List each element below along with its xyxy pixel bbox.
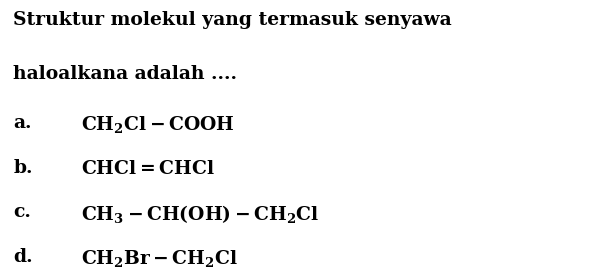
Text: $\mathbf{CHCl = CHCl}$: $\mathbf{CHCl = CHCl}$	[81, 159, 215, 178]
Text: $\mathbf{CH_2Cl - COOH}$: $\mathbf{CH_2Cl - COOH}$	[81, 114, 234, 135]
Text: $\mathbf{CH_3 - CH(OH) - CH_2Cl}$: $\mathbf{CH_3 - CH(OH) - CH_2Cl}$	[81, 203, 319, 225]
Text: b.: b.	[13, 159, 33, 176]
Text: haloalkana adalah ....: haloalkana adalah ....	[13, 65, 237, 83]
Text: Struktur molekul yang termasuk senyawa: Struktur molekul yang termasuk senyawa	[13, 11, 451, 29]
Text: c.: c.	[13, 203, 31, 221]
Text: a.: a.	[13, 114, 32, 132]
Text: $\mathbf{CH_2Br - CH_2Cl}$: $\mathbf{CH_2Br - CH_2Cl}$	[81, 248, 238, 269]
Text: d.: d.	[13, 248, 33, 266]
